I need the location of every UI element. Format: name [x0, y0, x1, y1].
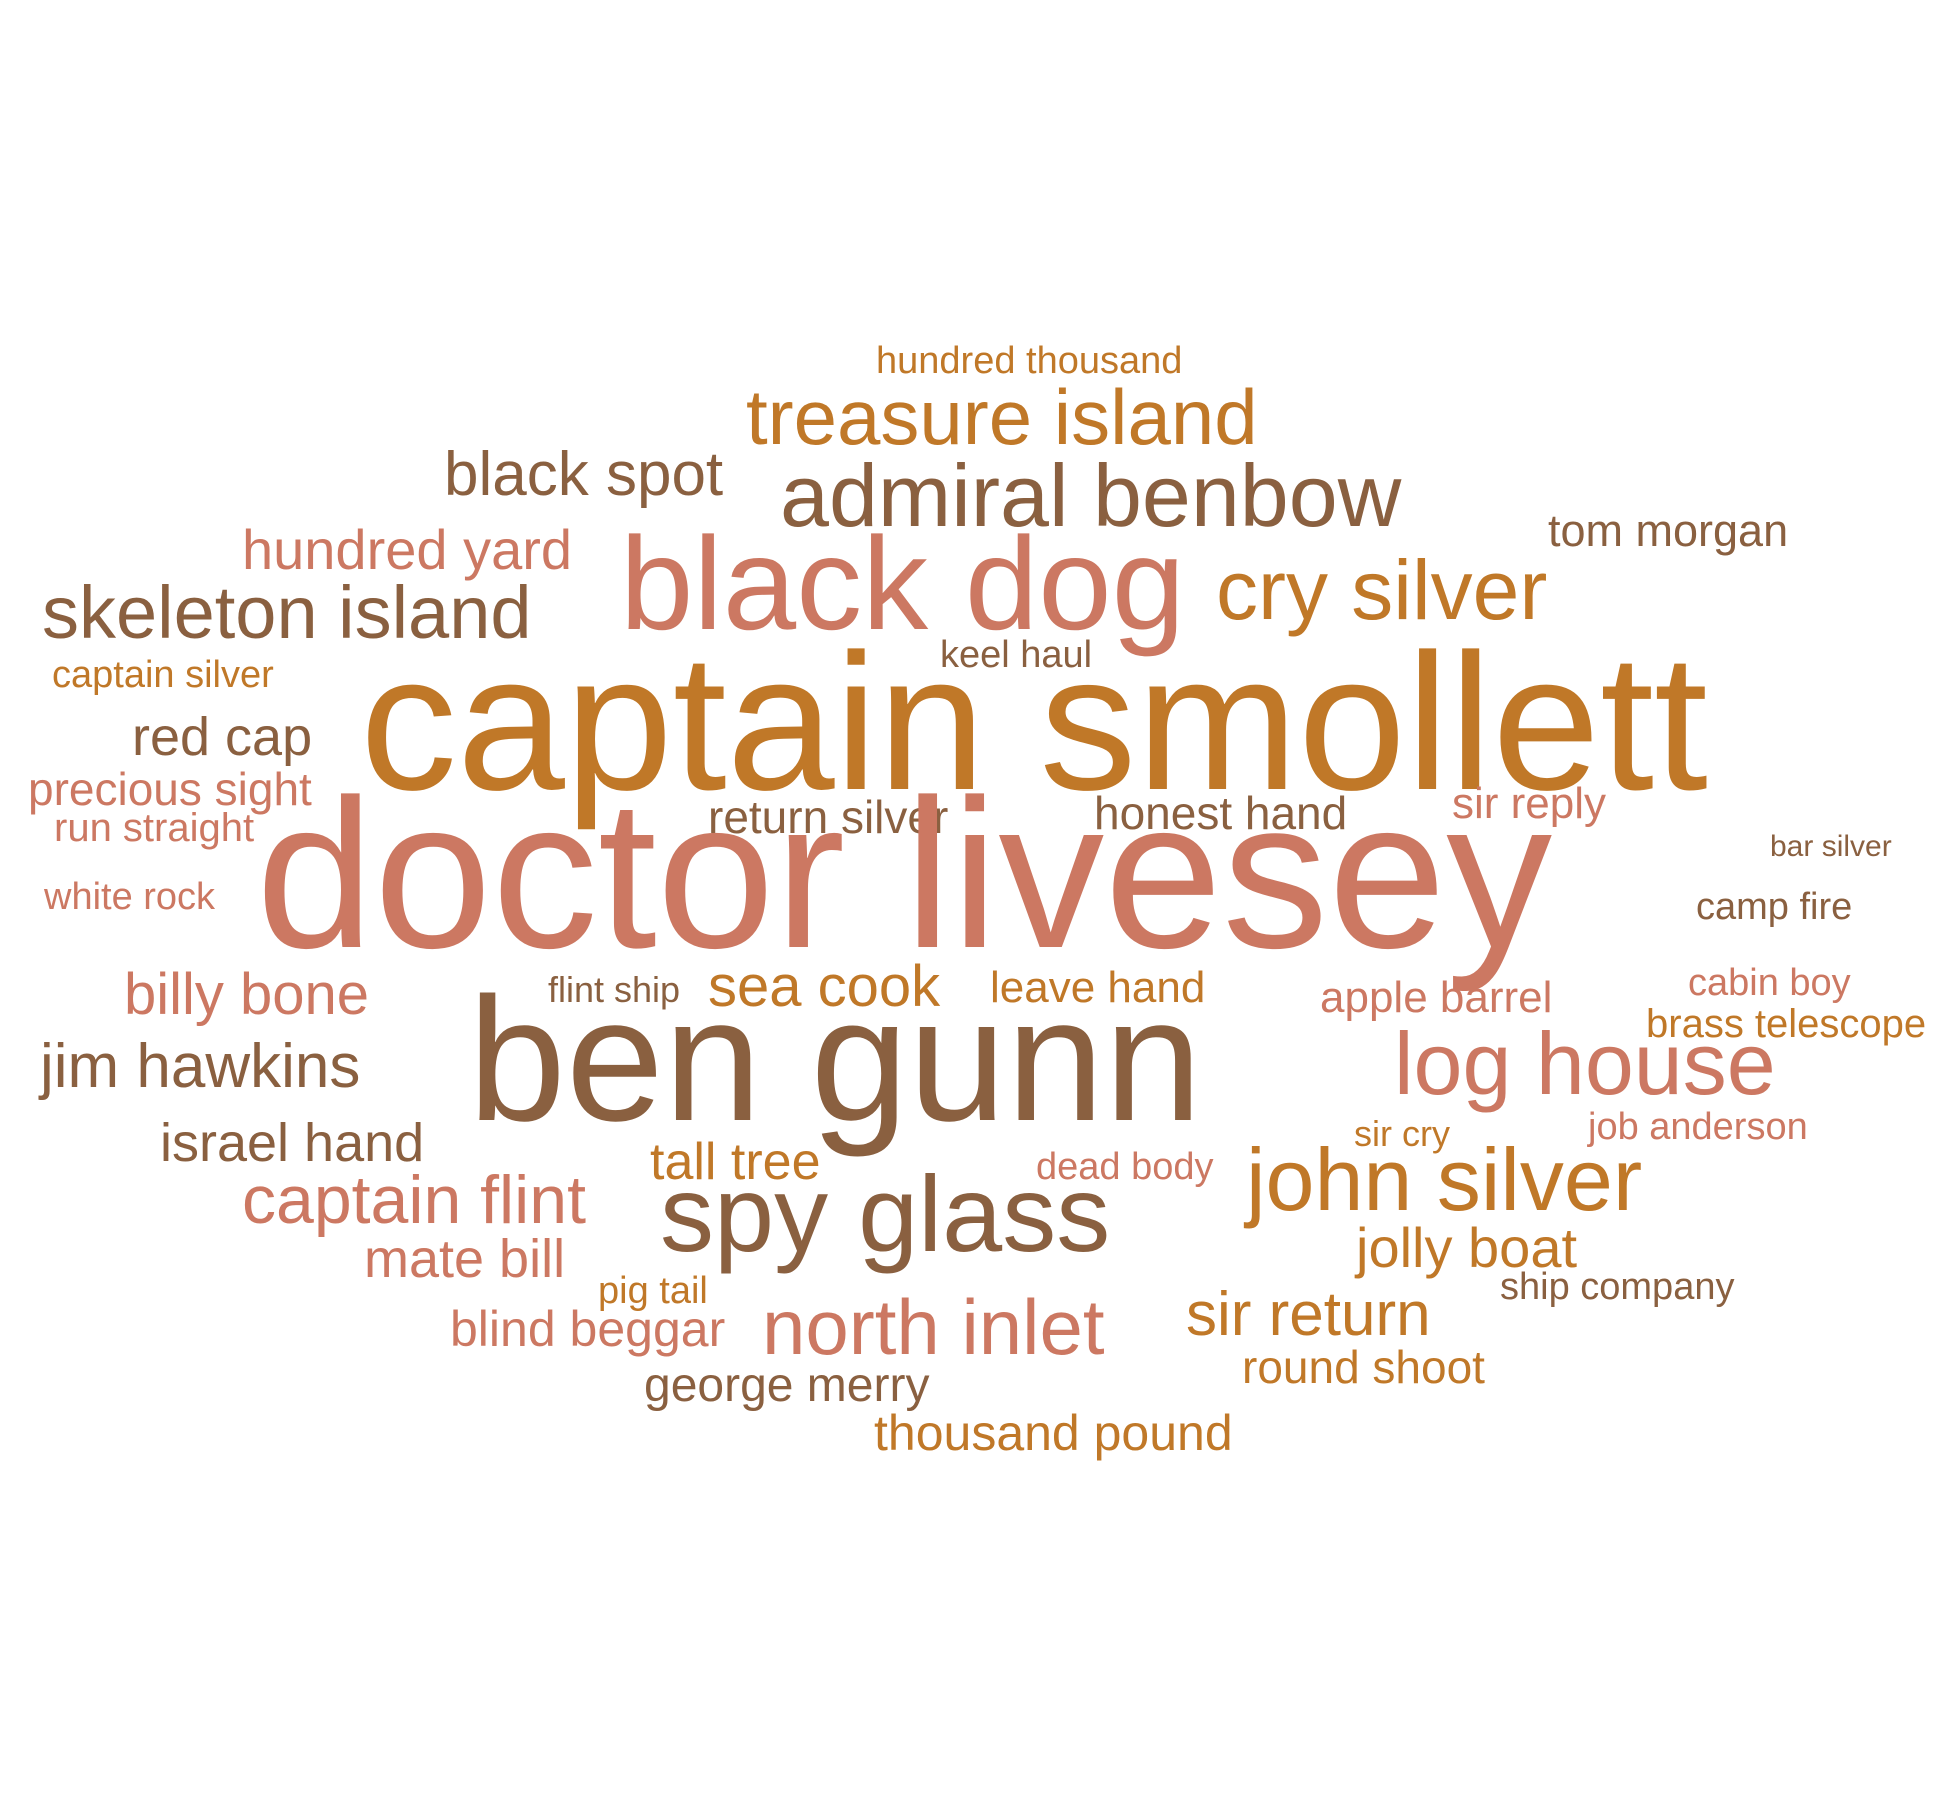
word-flint-ship: flint ship	[548, 969, 681, 1010]
word-john-silver: john silver	[1246, 1130, 1643, 1229]
word-run-straight: run straight	[54, 806, 255, 850]
word-tom-morgan: tom morgan	[1548, 505, 1789, 556]
word-dead-body: dead body	[1036, 1146, 1214, 1188]
word-thousand-pound: thousand pound	[874, 1405, 1233, 1461]
word-spy-glass: spy glass	[660, 1153, 1111, 1274]
word-israel-hand: israel hand	[160, 1113, 425, 1173]
word-captain-silver: captain silver	[52, 654, 274, 696]
word-sir-reply: sir reply	[1452, 779, 1607, 828]
word-black-dog: black dog	[620, 510, 1186, 657]
word-doctor-livesey: doctor livesey	[256, 755, 1553, 992]
word-job-anderson: job anderson	[1588, 1106, 1808, 1148]
word-treasure-island: treasure island	[746, 373, 1258, 461]
word-north-inlet: north inlet	[762, 1283, 1105, 1371]
word-george-merry: george merry	[644, 1359, 930, 1412]
word-round-shoot: round shoot	[1242, 1341, 1485, 1393]
word-log-house: log house	[1394, 1014, 1776, 1113]
word-tall-tree: tall tree	[650, 1133, 821, 1191]
word-bar-silver: bar silver	[1770, 830, 1892, 863]
word-white-rock: white rock	[44, 876, 216, 918]
word-captain-flint: captain flint	[242, 1162, 586, 1238]
word-pig-tail: pig tail	[598, 1270, 708, 1312]
word-blind-beggar: blind beggar	[450, 1301, 726, 1357]
word-sea-cook: sea cook	[708, 954, 941, 1019]
word-ship-company: ship company	[1500, 1266, 1735, 1308]
word-billy-bone: billy bone	[124, 962, 370, 1027]
word-precious-sight: precious sight	[28, 763, 312, 815]
word-camp-fire: camp fire	[1696, 886, 1853, 928]
word-return-silver: return silver	[708, 791, 949, 843]
word-red-cap: red cap	[132, 707, 313, 767]
word-honest-hand: honest hand	[1094, 787, 1348, 839]
word-keel-haul: keel haul	[940, 634, 1093, 676]
word-hundred-yard: hundred yard	[242, 518, 573, 581]
word-leave-hand: leave hand	[990, 963, 1206, 1012]
word-skeleton-island: skeleton island	[42, 571, 532, 654]
word-jolly-boat: jolly boat	[1356, 1216, 1578, 1279]
word-apple-barrel: apple barrel	[1320, 973, 1553, 1022]
word-jim-hawkins: jim hawkins	[40, 1032, 361, 1101]
word-sir-cry: sir cry	[1354, 1113, 1450, 1154]
word-ben-gunn: ben gunn	[468, 962, 1203, 1158]
word-black-spot: black spot	[444, 440, 724, 509]
word-captain-smollett: captain smollett	[360, 614, 1708, 831]
word-mate-bill: mate bill	[364, 1229, 566, 1289]
word-hundred-thousand: hundred thousand	[876, 340, 1183, 382]
word-cabin-boy: cabin boy	[1688, 962, 1851, 1004]
word-admiral-benbow: admiral benbow	[780, 446, 1402, 545]
word-cry-silver: cry silver	[1216, 543, 1548, 637]
word-brass-telescope: brass telescope	[1646, 1002, 1927, 1046]
word-sir-return: sir return	[1186, 1280, 1431, 1349]
